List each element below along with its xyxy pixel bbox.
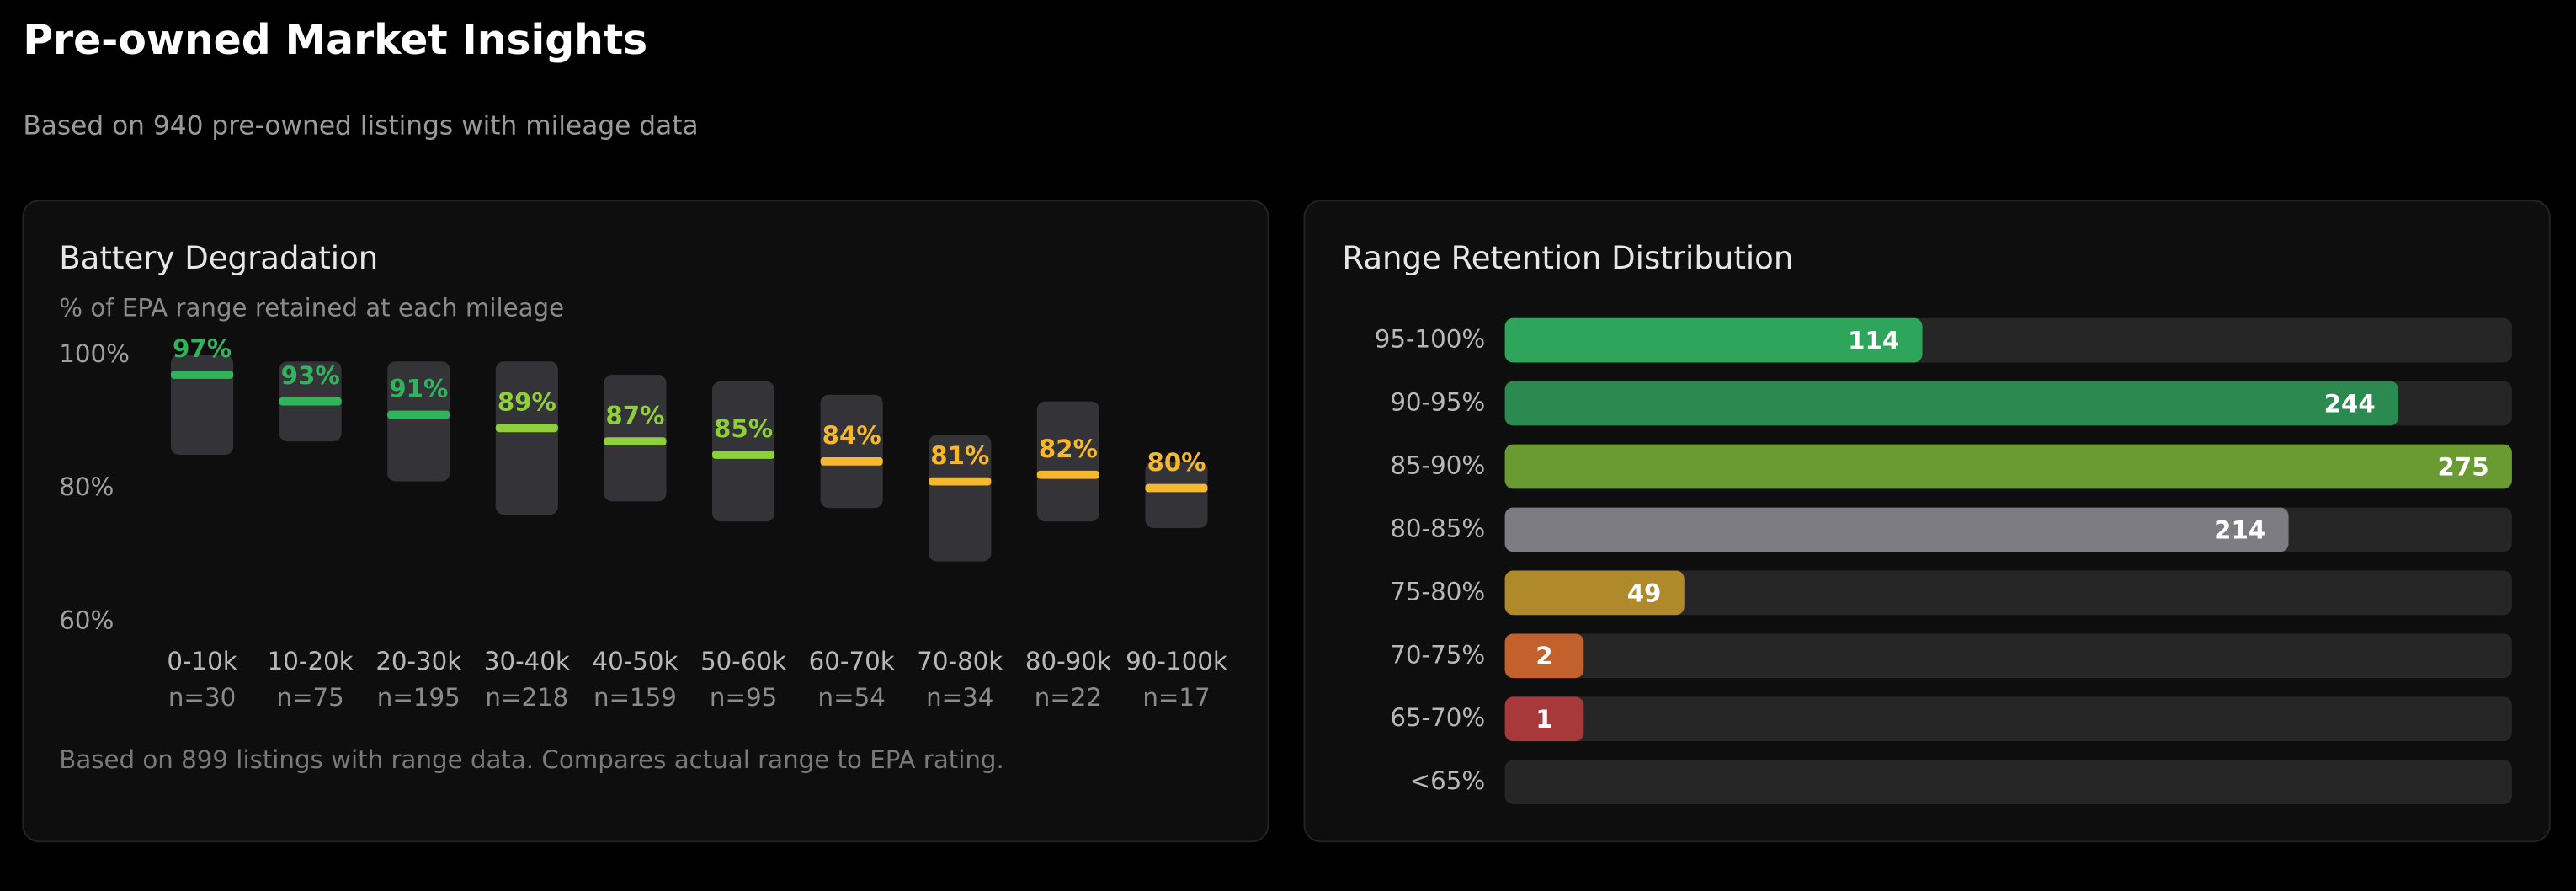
range-box <box>170 355 234 455</box>
median-dash <box>170 371 234 379</box>
value-label: 2 <box>1535 642 1552 670</box>
category-label: 70-75% <box>1390 640 1485 669</box>
count-label: n=218 <box>485 683 568 712</box>
value-label: 275 <box>2437 452 2488 481</box>
count-label: n=17 <box>1142 683 1210 712</box>
median-dash <box>1145 483 1208 493</box>
value-label: 214 <box>2214 515 2265 544</box>
y-tick-label: 60% <box>59 606 114 634</box>
x-tick-label: 60-70k <box>809 647 895 675</box>
x-tick-label: 80-90k <box>1025 647 1111 675</box>
category-label: <65% <box>1410 766 1486 795</box>
category-label: 90-95% <box>1390 388 1485 417</box>
bar-track <box>1504 633 2512 679</box>
count-label: n=54 <box>818 683 886 712</box>
value-label: 97% <box>173 334 232 363</box>
median-dash <box>604 437 667 446</box>
range-box <box>820 394 883 509</box>
x-tick-label: 10-20k <box>268 647 354 675</box>
value-label: 91% <box>389 375 448 403</box>
range-box <box>1036 401 1099 522</box>
bar <box>1504 444 2512 489</box>
count-label: n=95 <box>710 683 777 712</box>
page-title: Pre-owned Market Insights <box>23 16 647 64</box>
value-label: 244 <box>2324 389 2376 418</box>
median-dash <box>279 397 342 406</box>
range-box <box>387 361 450 482</box>
range-box <box>929 435 992 562</box>
bar <box>1504 570 1685 616</box>
value-label: 89% <box>498 388 556 417</box>
median-dash <box>387 410 450 419</box>
value-label: 1 <box>1535 705 1552 734</box>
y-tick-label: 100% <box>59 339 130 368</box>
bar-track <box>1504 760 2512 805</box>
bar-track <box>1504 570 2512 616</box>
category-label: 85-90% <box>1390 451 1485 479</box>
count-label: n=159 <box>593 683 677 712</box>
median-dash <box>1036 470 1099 479</box>
bar-track <box>1504 696 2512 742</box>
bar <box>1504 317 1923 363</box>
panel-title: Battery Degradation <box>59 240 378 276</box>
value-label: 85% <box>714 414 773 443</box>
range-box <box>1145 461 1208 529</box>
value-label: 87% <box>605 401 664 429</box>
value-label: 49 <box>1627 579 1662 607</box>
panel-title: Range Retention Distribution <box>1342 240 1793 276</box>
count-label: n=30 <box>168 683 236 712</box>
median-dash <box>495 424 558 433</box>
x-tick-label: 20-30k <box>375 647 461 675</box>
value-label: 81% <box>930 441 989 470</box>
category-label: 75-80% <box>1390 577 1485 606</box>
median-dash <box>711 451 775 459</box>
bar <box>1504 381 2399 426</box>
count-label: n=195 <box>377 683 460 712</box>
footnote: Based on 899 listings with range data. C… <box>59 745 1004 774</box>
x-tick-label: 40-50k <box>592 647 678 675</box>
range-box <box>495 361 558 515</box>
median-dash <box>929 477 992 486</box>
value-label: 93% <box>281 361 340 390</box>
x-tick-label: 0-10k <box>167 647 237 675</box>
value-label: 114 <box>1848 327 1899 355</box>
x-tick-label: 30-40k <box>484 647 570 675</box>
bar <box>1504 633 1584 679</box>
page-subtitle: Based on 940 pre-owned listings with mil… <box>23 110 698 141</box>
value-label: 82% <box>1039 435 1098 463</box>
bar <box>1504 507 2289 552</box>
count-label: n=22 <box>1035 683 1102 712</box>
bar <box>1504 696 1584 742</box>
panel <box>22 200 1269 843</box>
y-tick-label: 80% <box>59 472 114 501</box>
count-label: n=34 <box>926 683 993 712</box>
median-dash <box>820 457 883 466</box>
x-tick-label: 90-100k <box>1126 647 1227 675</box>
category-label: 80-85% <box>1390 514 1485 542</box>
value-label: 80% <box>1147 448 1206 477</box>
count-label: n=75 <box>276 683 343 712</box>
x-tick-label: 50-60k <box>700 647 786 675</box>
panel-subtitle: % of EPA range retained at each mileage <box>59 294 564 323</box>
value-label: 84% <box>822 421 881 450</box>
x-tick-label: 70-80k <box>917 647 1003 675</box>
category-label: 95-100% <box>1375 325 1485 354</box>
category-label: 65-70% <box>1390 703 1485 732</box>
